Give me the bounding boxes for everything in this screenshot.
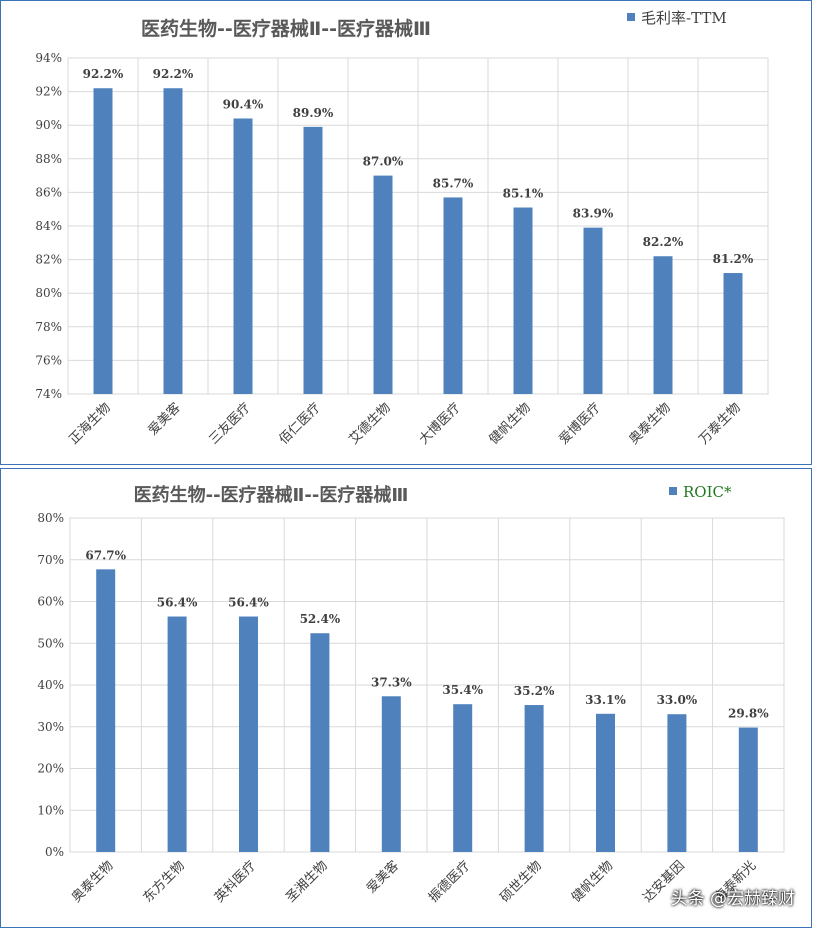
category-label: 爱美客 [363, 858, 402, 897]
bar [303, 126, 323, 394]
data-label: 35.2% [514, 684, 555, 698]
y-tick-label: 10% [37, 803, 64, 817]
bar [373, 175, 393, 394]
legend-label: 毛利率-TTM [641, 9, 727, 27]
category-label: 爱博医疗 [556, 400, 603, 447]
data-label: 92.2% [83, 67, 124, 81]
data-label: 92.2% [153, 67, 194, 81]
bar [723, 273, 743, 394]
bar [233, 118, 253, 394]
category-label: 佰仁医疗 [276, 400, 323, 447]
legend-swatch [627, 13, 635, 21]
bar [453, 704, 473, 852]
y-tick-label: 90% [35, 118, 62, 132]
y-tick-label: 86% [35, 185, 62, 199]
y-tick-label: 80% [37, 511, 64, 525]
category-label: 健帆生物 [569, 858, 616, 905]
y-tick-label: 92% [35, 85, 62, 99]
legend-swatch [669, 487, 677, 495]
data-label: 56.4% [157, 596, 198, 610]
category-label: 奥泰生物 [69, 858, 116, 905]
data-label: 81.2% [713, 252, 754, 266]
plot-area: 74% 76% 78% 80% 82% 84% 86% 88% 90% 92% 94% 92.2% 正海… [35, 51, 769, 448]
category-label: 硕世生物 [498, 858, 545, 905]
y-tick-label: 60% [37, 595, 64, 609]
data-label: 67.7% [85, 548, 126, 562]
data-label: 56.4% [228, 596, 269, 610]
category-label: 振德医疗 [426, 858, 473, 905]
bar [310, 633, 330, 852]
bar [96, 569, 116, 852]
y-tick-label: 70% [37, 553, 64, 567]
category-label: 三友医疗 [206, 400, 254, 448]
chart-title: 医药生物--医疗器械Ⅱ--医疗器械Ⅲ [141, 17, 431, 40]
bar [596, 713, 615, 852]
category-label: 奥泰生物 [626, 400, 673, 447]
category-label: 英科医疗 [212, 858, 259, 905]
data-label: 52.4% [300, 612, 341, 626]
data-label: 85.7% [433, 176, 474, 190]
bar [513, 207, 533, 394]
data-label: 85.1% [503, 187, 544, 201]
bar [163, 88, 183, 395]
category-label: 健帆生物 [486, 400, 533, 447]
y-tick-label: 40% [37, 678, 64, 692]
watermark: 头条 @宏赫臻财 [670, 889, 795, 909]
category-label: 爱美客 [145, 400, 184, 439]
roic-chart: 医药生物--医疗器械Ⅱ--医疗器械Ⅲ ROIC* 0% 10% 20% 30% 40% 5… [37, 483, 785, 906]
category-label: 万泰生物 [696, 400, 743, 447]
data-label: 33.1% [585, 693, 626, 707]
chart-title: 医药生物--医疗器械Ⅱ--医疗器械Ⅲ [134, 484, 409, 506]
y-tick-label: 20% [37, 762, 64, 776]
bar [583, 227, 603, 394]
bar [381, 696, 401, 852]
category-label: 圣湘生物 [283, 858, 330, 905]
y-tick-label: 0% [45, 845, 64, 859]
bar [738, 727, 758, 852]
gross-margin-chart: 医药生物--医疗器械Ⅱ--医疗器械Ⅲ 毛利率-TTM 74% 76% 78% 80% 8… [35, 9, 769, 448]
y-tick-label: 82% [35, 253, 62, 267]
category-label: 艾德生物 [346, 400, 393, 447]
data-label: 83.9% [573, 207, 614, 221]
bar [239, 616, 258, 852]
category-label: 大博医疗 [416, 400, 463, 447]
y-tick-label: 30% [37, 720, 64, 734]
y-tick-label: 88% [35, 152, 62, 166]
y-tick-label: 94% [35, 51, 62, 65]
data-label: 37.3% [371, 675, 412, 689]
y-tick-label: 84% [35, 219, 62, 233]
bar [667, 714, 687, 852]
bar [443, 197, 463, 394]
legend-label: ROIC* [683, 483, 732, 501]
bar [524, 705, 544, 852]
data-label: 29.8% [728, 707, 769, 721]
category-label: 东方生物 [140, 858, 188, 906]
plot-area: 0% 10% 20% 30% 40% 50% 60% 70% 80% 67.7% 奥泰生物 56.4%… [37, 511, 785, 906]
data-label: 35.4% [442, 683, 483, 697]
y-tick-label: 74% [35, 387, 62, 401]
y-tick-label: 78% [35, 320, 62, 334]
category-label: 正海生物 [66, 400, 113, 447]
y-tick-label: 50% [37, 636, 64, 650]
chart-panel-roic: 医药生物--医疗器械Ⅱ--医疗器械Ⅲ ROIC* 0% 10% 20% 30% 40% 5… [0, 468, 812, 928]
y-tick-label: 80% [35, 286, 62, 300]
data-label: 90.4% [223, 97, 264, 111]
data-label: 87.0% [363, 155, 404, 169]
bar [167, 616, 187, 852]
data-label: 82.2% [643, 235, 684, 249]
bar [93, 88, 113, 395]
y-tick-label: 76% [35, 353, 62, 367]
data-label: 33.0% [657, 693, 698, 707]
chart-panel-gross-margin: 医药生物--医疗器械Ⅱ--医疗器械Ⅲ 毛利率-TTM 74% 76% 78% 80% 8… [0, 0, 812, 465]
data-label: 89.9% [293, 106, 334, 120]
bar [653, 256, 673, 394]
